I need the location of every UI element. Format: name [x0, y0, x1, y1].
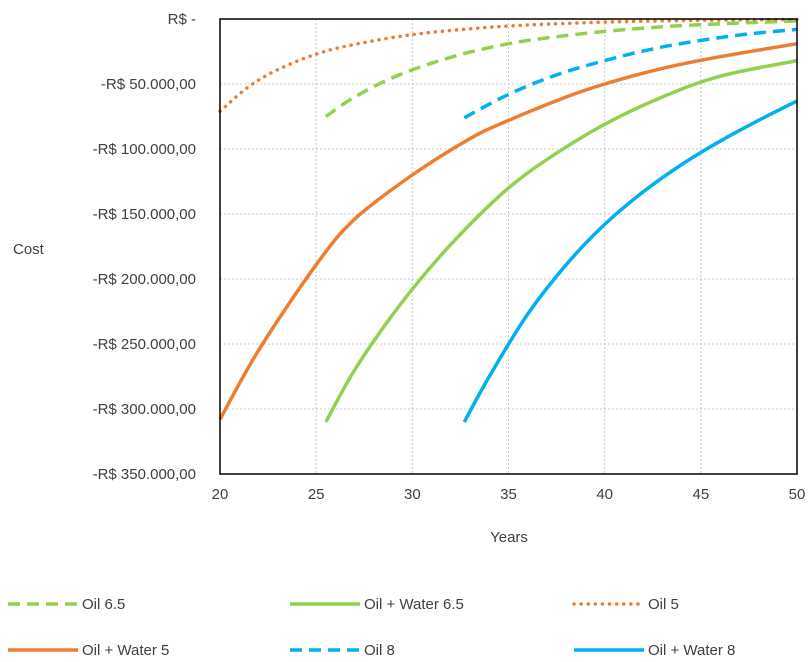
x-axis-title: Years — [490, 529, 528, 546]
x-tick-label: 25 — [308, 486, 325, 503]
legend-label: Oil 8 — [364, 642, 395, 659]
series-line-oil-water-5 — [218, 41, 798, 421]
y-tick-label: R$ - — [168, 11, 196, 28]
legend-item-oil-6-5: Oil 6.5 — [8, 596, 125, 613]
y-tick-label: -R$ 150.000,00 — [93, 206, 196, 223]
series-line-oil-water-8 — [462, 99, 798, 423]
x-axis-ticks: 20 25 30 35 40 45 50 — [212, 486, 806, 503]
legend-item-oil-water-8: Oil + Water 8 — [574, 642, 735, 659]
x-tick-label: 50 — [789, 486, 806, 503]
plot-area-frame — [219, 18, 798, 475]
legend: Oil 6.5 Oil + Water 6.5 Oil 5 Oil + Water 5… — [8, 596, 735, 659]
y-tick-label: -R$ 300.000,00 — [93, 401, 196, 418]
y-tick-label: -R$ 350.000,00 — [93, 466, 196, 483]
legend-label: Oil + Water 5 — [82, 642, 169, 659]
x-tick-label: 45 — [692, 486, 709, 503]
y-tick-label: -R$ 50.000,00 — [101, 76, 196, 93]
series-line-oil-water-6-5 — [324, 58, 798, 423]
series-line-oil-5 — [218, 17, 799, 114]
series-line-oil-8 — [463, 27, 798, 120]
x-tick-label: 20 — [212, 486, 229, 503]
grid-lines — [220, 19, 797, 474]
legend-item-oil-5: Oil 5 — [572, 596, 679, 613]
legend-item-oil-water-5: Oil + Water 5 — [8, 642, 169, 659]
series-line-oil-6-5 — [324, 19, 798, 118]
legend-label: Oil + Water 6.5 — [364, 596, 464, 613]
y-axis-title: Cost — [13, 241, 45, 258]
legend-label: Oil + Water 8 — [648, 642, 735, 659]
y-tick-label: -R$ 250.000,00 — [93, 336, 196, 353]
x-tick-label: 40 — [596, 486, 613, 503]
legend-label: Oil 5 — [648, 596, 679, 613]
legend-item-oil-8: Oil 8 — [290, 642, 395, 659]
x-tick-label: 30 — [404, 486, 421, 503]
legend-label: Oil 6.5 — [82, 596, 125, 613]
x-tick-label: 35 — [500, 486, 517, 503]
y-axis-ticks: R$ - -R$ 50.000,00 -R$ 100.000,00 -R$ 150.0… — [93, 11, 196, 483]
y-tick-label: -R$ 200.000,00 — [93, 271, 196, 288]
legend-item-oil-water-6-5: Oil + Water 6.5 — [290, 596, 464, 613]
series-layer — [218, 17, 799, 423]
y-tick-label: -R$ 100.000,00 — [93, 141, 196, 158]
